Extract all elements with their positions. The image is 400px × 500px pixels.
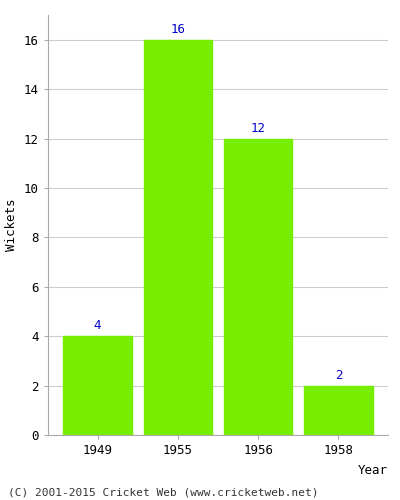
Bar — [304, 386, 372, 435]
Y-axis label: Wickets: Wickets — [6, 198, 18, 251]
Bar — [144, 40, 212, 435]
Text: 4: 4 — [94, 320, 101, 332]
Text: 12: 12 — [251, 122, 266, 135]
Text: Year: Year — [358, 464, 388, 477]
Text: 16: 16 — [170, 23, 185, 36]
Bar — [224, 138, 292, 435]
Text: (C) 2001-2015 Cricket Web (www.cricketweb.net): (C) 2001-2015 Cricket Web (www.cricketwe… — [8, 488, 318, 498]
Bar — [64, 336, 132, 435]
Text: 2: 2 — [335, 369, 342, 382]
